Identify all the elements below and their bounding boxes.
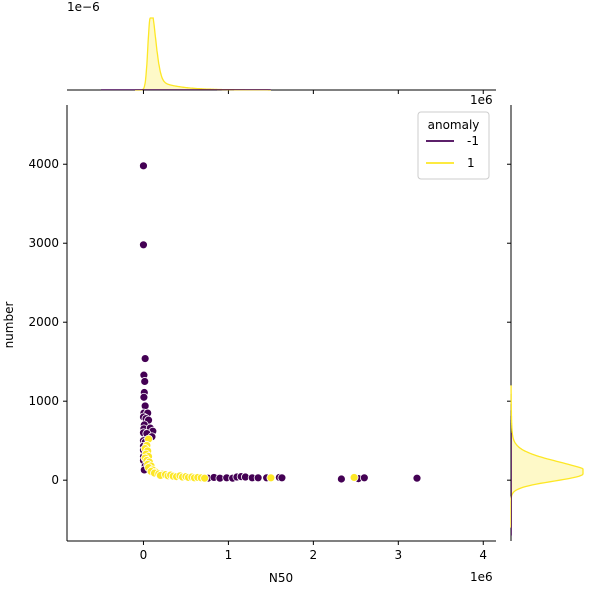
scatter-point-neg1 [139, 161, 148, 171]
x-axis-label: N50 [269, 571, 293, 585]
top-marginal-density [67, 17, 496, 94]
top-density-fill [135, 18, 271, 90]
x-tick-label: 0 [140, 548, 148, 562]
legend: anomaly -1 1 [417, 111, 490, 180]
y-axis-label: number [2, 302, 16, 349]
top-marginal-offset-text: 1e−6 [67, 0, 100, 14]
scatter-point-neg1 [253, 473, 263, 483]
right-marginal-offset-text: 1e6 [470, 93, 493, 107]
scatter-point-neg1 [140, 354, 150, 363]
scatter-points [139, 161, 422, 484]
y-tick-label: 0 [51, 473, 59, 487]
main-axes: 0 1 2 3 4 0 1000 2000 3000 4000 [28, 105, 496, 562]
right-marginal-density [507, 105, 584, 541]
scatter-point-neg1 [359, 473, 369, 483]
scatter-point-neg1 [139, 240, 148, 250]
legend-entry-label: 1 [467, 156, 475, 170]
scatter-point-neg1 [336, 474, 346, 484]
scatter-point-neg1 [139, 392, 149, 402]
y-tick-label: 1000 [28, 394, 59, 408]
legend-entry-label: -1 [467, 134, 479, 148]
x-tick-label: 4 [479, 548, 487, 562]
scatter-point-pos1 [266, 473, 276, 483]
x-tick-label: 2 [310, 548, 318, 562]
x-tick-label: 3 [394, 548, 402, 562]
right-density-fill [511, 385, 583, 528]
scatter-point-pos1 [200, 473, 210, 483]
scatter-point-neg1 [140, 377, 150, 386]
scatter-point-neg1 [277, 473, 287, 483]
y-tick-label: 4000 [28, 157, 59, 171]
x-axis-offset-text: 1e6 [470, 570, 493, 584]
scatter-point-neg1 [412, 473, 422, 483]
x-tick-label: 1 [225, 548, 233, 562]
legend-title: anomaly [428, 118, 480, 132]
y-tick-label: 3000 [28, 236, 59, 250]
scatter-point-pos1 [349, 473, 359, 482]
y-tick-label: 2000 [28, 315, 59, 329]
